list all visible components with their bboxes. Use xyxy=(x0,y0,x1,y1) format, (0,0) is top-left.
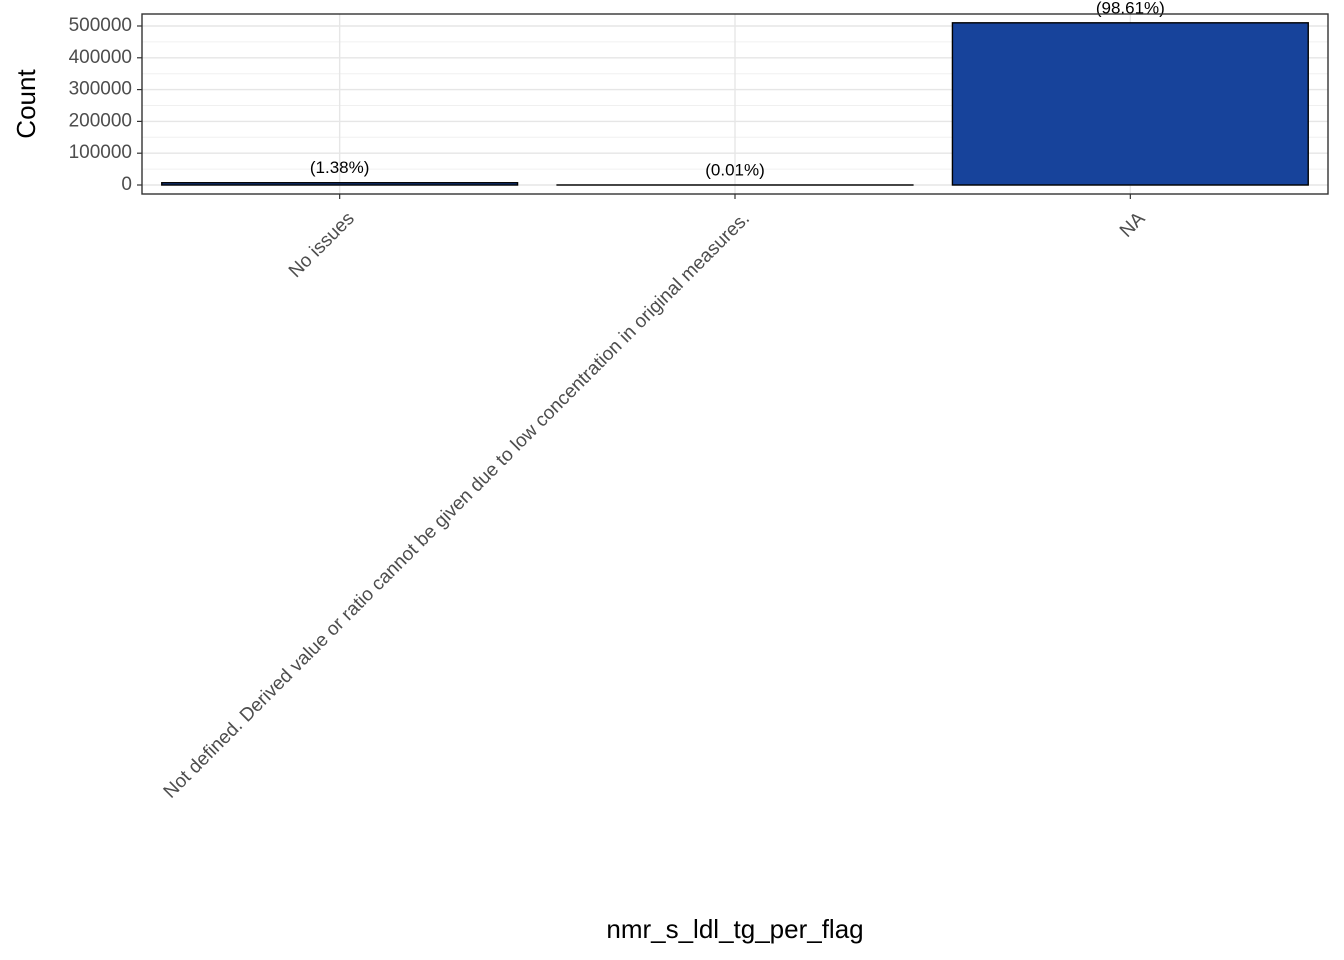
percent-label: (0.01%) xyxy=(705,160,765,179)
x-axis-title: nmr_s_ldl_tg_per_flag xyxy=(606,914,863,944)
y-tick-label: 200000 xyxy=(69,110,132,131)
percent-label: (1.38%) xyxy=(310,158,370,177)
y-tick-label: 400000 xyxy=(69,47,132,68)
x-tick-label: No issues xyxy=(285,208,359,282)
bar xyxy=(161,182,519,186)
x-tick-label: NA xyxy=(1116,208,1150,242)
plot-border xyxy=(141,13,1329,195)
y-tick-label: 300000 xyxy=(69,79,132,100)
bar xyxy=(951,22,1309,186)
y-axis-title: Count xyxy=(11,69,41,139)
y-tick-label: 100000 xyxy=(69,142,132,163)
y-tick-label: 0 xyxy=(121,174,132,195)
percent-label: (98.61%) xyxy=(1096,0,1165,17)
x-tick-label: Not defined. Derived value or ratio cann… xyxy=(160,208,754,802)
y-tick-label: 500000 xyxy=(69,15,132,36)
